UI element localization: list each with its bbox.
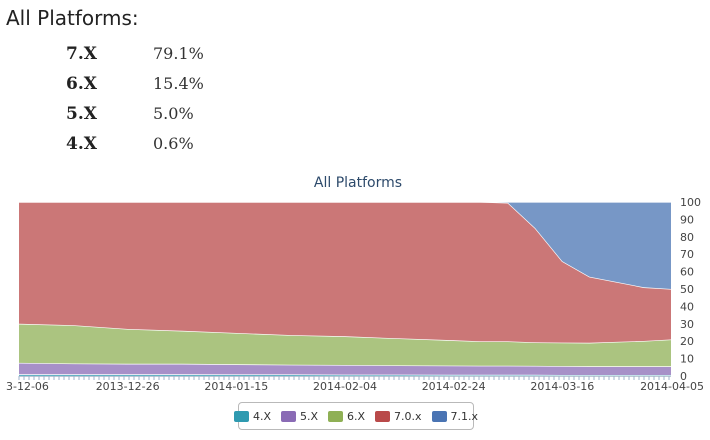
- page-title: All Platforms:: [6, 6, 139, 30]
- legend-label: 5.X: [299, 409, 319, 423]
- y-tick-label: 80: [680, 231, 694, 244]
- legend-swatch: [375, 410, 391, 422]
- version-name: 6.X: [66, 74, 97, 94]
- y-tick-label: 40: [680, 300, 694, 313]
- chart-legend: 4.X 5.X 6.X 7.0.x 7.1.x: [233, 402, 478, 430]
- y-tick-label: 0: [680, 370, 687, 383]
- y-tick-label: 30: [680, 318, 694, 331]
- legend-item-7-1-x[interactable]: 7.1.x: [431, 409, 479, 423]
- x-tick-label: 2014-01-15: [204, 380, 268, 393]
- legend-label: 6.X: [347, 409, 366, 423]
- legend-swatch: [431, 410, 447, 422]
- version-name: 5.X: [66, 104, 97, 124]
- version-row: 7.X 79.1%: [66, 44, 266, 74]
- legend-item-5-x[interactable]: 5.X: [280, 409, 319, 423]
- legend-item-6-x[interactable]: 6.X: [328, 410, 365, 423]
- x-tick-label: 2014-03-16: [530, 380, 594, 393]
- y-tick-label: 60: [680, 266, 694, 279]
- version-name: 4.X: [66, 134, 97, 154]
- version-share: 5.0%: [153, 104, 194, 123]
- y-tick-label: 100: [680, 196, 701, 209]
- area-series-7-0-x: [19, 202, 671, 343]
- x-tick-label: 2013-12-26: [96, 380, 160, 393]
- legend-swatch: [233, 410, 249, 422]
- x-tick-label: 2014-02-24: [422, 380, 486, 393]
- x-tick-label: 2014-04-05: [640, 380, 704, 393]
- x-tick-label: 3-12-06: [6, 380, 49, 393]
- version-share: 15.4%: [153, 74, 204, 93]
- legend-label: 7.1.x: [450, 409, 479, 423]
- stacked-area-chart: All Platforms 3-12-06 2013-12-26 2014-01-1…: [6, 175, 704, 393]
- version-share: 0.6%: [153, 134, 194, 153]
- version-name: 7.X: [66, 44, 97, 64]
- y-tick-label: 10: [680, 353, 694, 366]
- y-tick-label: 70: [680, 248, 694, 261]
- legend-item-4-x[interactable]: 4.X: [233, 409, 271, 423]
- x-tick-label: 2014-02-04: [313, 380, 377, 393]
- legend-label: 4.X: [252, 409, 271, 423]
- y-tick-label: 20: [680, 335, 694, 348]
- chart-title: All Platforms: [314, 175, 402, 191]
- version-row: 6.X 15.4%: [66, 74, 266, 104]
- legend-label: 7.0.x: [394, 409, 422, 423]
- legend-swatch: [328, 410, 344, 422]
- y-tick-label: 90: [680, 213, 694, 226]
- version-row: 4.X 0.6%: [66, 134, 266, 164]
- version-row: 5.X 5.0%: [66, 104, 266, 134]
- legend-item-7-0-x[interactable]: 7.0.x: [375, 410, 422, 423]
- area-series-6-x: [19, 323, 671, 367]
- area-series-7-1-x: [19, 202, 671, 289]
- version-share: 79.1%: [153, 44, 204, 63]
- axis-layer: 3-12-06 2013-12-26 2014-01-15 2014-02-04 201…: [6, 196, 704, 393]
- areas-layer: [18, 201, 672, 376]
- y-tick-label: 50: [680, 283, 694, 296]
- legend-swatch: [280, 410, 296, 422]
